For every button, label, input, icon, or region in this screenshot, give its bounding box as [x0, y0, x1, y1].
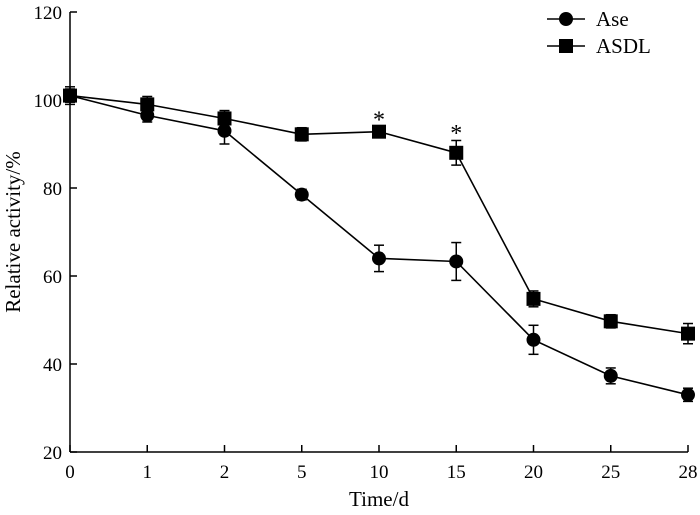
series-layer — [63, 86, 695, 403]
plot-axes — [69, 12, 688, 453]
y-ticks: 20 40 60 80 100 120 — [34, 3, 77, 464]
legend: Ase ASDL — [547, 7, 651, 58]
x-tick-label: 28 — [679, 462, 698, 483]
y-tick-label: 120 — [34, 3, 63, 24]
legend-marker-asdl — [559, 39, 573, 53]
series-asdl — [63, 88, 695, 345]
point-asdl — [449, 145, 464, 160]
y-tick-label: 60 — [43, 267, 62, 288]
point-asdl — [681, 326, 695, 341]
x-ticks: 0 1 2 5 10 15 20 25 28 — [65, 445, 698, 483]
legend-label-asdl: ASDL — [596, 34, 651, 58]
x-tick-label: 20 — [524, 462, 543, 483]
x-tick-label: 2 — [220, 462, 230, 483]
x-tick-label: 15 — [447, 462, 466, 483]
point-asdl — [526, 291, 541, 306]
point-asdl — [63, 88, 77, 103]
annotations: ** — [373, 108, 462, 147]
point-asdl — [372, 124, 386, 139]
y-axis-title: Relative activity/% — [1, 151, 25, 313]
point-ase — [526, 332, 541, 347]
point-ase — [294, 187, 309, 202]
y-tick-label: 40 — [43, 355, 62, 376]
point-asdl — [217, 111, 232, 126]
x-tick-label: 5 — [297, 462, 307, 483]
point-ase — [217, 123, 232, 138]
point-asdl — [603, 314, 618, 329]
legend-label-ase: Ase — [596, 7, 629, 31]
x-tick-label: 1 — [143, 462, 153, 483]
legend-marker-ase — [559, 12, 573, 26]
point-ase — [449, 254, 464, 269]
point-asdl — [294, 127, 309, 142]
point-ase — [372, 251, 386, 266]
x-axis-title: Time/d — [349, 487, 409, 511]
y-tick-label: 20 — [43, 443, 62, 464]
x-tick-label: 10 — [370, 462, 389, 483]
point-asdl — [140, 97, 155, 112]
y-tick-label: 100 — [34, 91, 63, 112]
point-ase — [603, 368, 618, 383]
y-tick-label: 80 — [43, 179, 62, 200]
significance-mark: * — [450, 121, 462, 147]
significance-mark: * — [373, 108, 385, 134]
x-tick-label: 25 — [601, 462, 620, 483]
x-tick-label: 0 — [65, 462, 75, 483]
point-ase — [681, 387, 695, 402]
